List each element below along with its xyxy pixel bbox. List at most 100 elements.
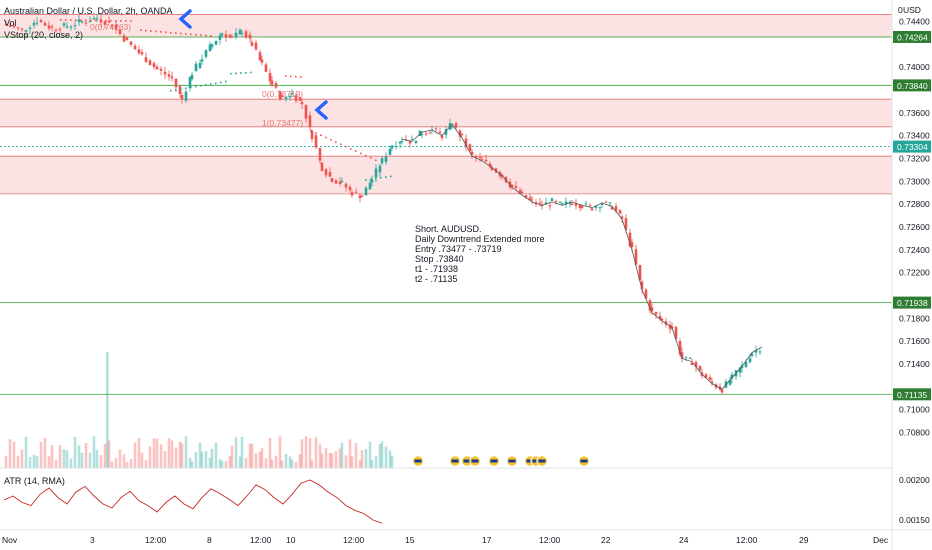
- vstop-dot: [115, 20, 117, 22]
- volume-bar: [314, 437, 318, 468]
- vstop-dot: [215, 82, 217, 85]
- candle-body: [394, 145, 398, 147]
- candle-body: [224, 34, 228, 38]
- candle-body: [398, 141, 402, 144]
- volume-bar: [133, 442, 137, 468]
- candle-body: [24, 30, 28, 32]
- candle-body: [364, 187, 368, 196]
- volume-bar: [284, 453, 288, 468]
- candle-body: [240, 33, 244, 35]
- vstop-dot: [320, 134, 322, 137]
- volume-bar: [260, 448, 264, 468]
- candle-body: [298, 97, 302, 101]
- time-tick: 24: [679, 535, 689, 545]
- volume-bar: [288, 456, 292, 468]
- candle-body: [358, 195, 362, 199]
- candle-body: [548, 205, 552, 207]
- vstop-dot: [325, 136, 327, 139]
- time-tick: 10: [286, 535, 296, 545]
- volume-bar: [290, 459, 294, 468]
- candle-body: [380, 158, 384, 164]
- vstop-dot: [160, 31, 162, 33]
- candle-body: [630, 242, 634, 247]
- candle-body: [460, 133, 464, 135]
- candle-body: [738, 367, 742, 373]
- candle-body: [170, 76, 174, 79]
- candle-body: [54, 29, 58, 31]
- candle-body: [328, 172, 332, 177]
- vstop-dot: [165, 31, 167, 34]
- level-tag-bg: [893, 388, 931, 401]
- price-tick: 0.72400: [899, 245, 930, 255]
- chevron-left-icon[interactable]: [178, 9, 192, 29]
- vstop-dot: [110, 19, 112, 22]
- candle-body: [730, 374, 734, 379]
- candle-body: [434, 128, 438, 130]
- trade-note[interactable]: Short. AUDUSD. Daily Downtrend Extended …: [415, 224, 545, 284]
- vstop-dot: [340, 143, 342, 146]
- candle-body: [578, 204, 582, 209]
- volume-bar: [73, 436, 77, 468]
- volume-bar: [250, 443, 254, 468]
- candle-body: [520, 192, 524, 194]
- volume-bars: [4, 352, 394, 468]
- volume-bar: [364, 449, 368, 468]
- vstop-dot: [370, 178, 372, 180]
- candle-body: [344, 183, 348, 188]
- candle-body: [65, 26, 69, 28]
- vstop-dot: [75, 19, 77, 21]
- volume-bar: [178, 441, 182, 468]
- vstop-dot: [310, 129, 312, 132]
- volume-bar: [80, 452, 84, 468]
- candle-body: [628, 232, 632, 247]
- price-tick: 0.74400: [899, 16, 930, 26]
- event-flag-icon: [526, 459, 534, 463]
- candle-body: [470, 151, 474, 155]
- candle-body: [129, 41, 133, 45]
- price-tick: 0.73600: [899, 108, 930, 118]
- volume-bar: [334, 451, 338, 468]
- volume-bar: [318, 443, 322, 468]
- volume-bar: [28, 457, 32, 468]
- candle-body: [604, 201, 608, 203]
- candle-body: [640, 281, 644, 290]
- price-tick-partial: 0: [898, 5, 903, 15]
- candle-body: [20, 28, 24, 30]
- note-line-2: Daily Downtrend Extended more: [415, 234, 545, 244]
- volume-bar: [218, 459, 222, 468]
- candle-body: [264, 64, 268, 72]
- candle-body: [384, 156, 388, 162]
- volume-bar: [294, 461, 298, 468]
- candle-body: [133, 45, 137, 50]
- candle-body: [220, 33, 224, 36]
- price-tick: 0.71600: [899, 336, 930, 346]
- vstop-dot: [205, 34, 207, 37]
- vstop-dot: [95, 19, 97, 22]
- vstop-dot: [365, 179, 367, 181]
- volume-bar: [370, 459, 374, 468]
- volume-bar: [304, 436, 308, 468]
- candle-body: [514, 185, 518, 188]
- vstop-dot: [230, 72, 232, 75]
- candle-body: [69, 26, 73, 28]
- candle-body: [340, 180, 344, 182]
- time-tick: 22: [601, 535, 611, 545]
- candle-body: [464, 138, 468, 147]
- vstop-dot: [100, 19, 102, 22]
- candle-body: [584, 203, 588, 205]
- vstop-dot: [85, 19, 87, 22]
- volume-bar: [103, 443, 107, 468]
- volume-bar: [234, 437, 238, 468]
- candle-body: [454, 123, 458, 128]
- volume-bar: [384, 446, 388, 468]
- candle-body: [694, 361, 698, 367]
- candle-body: [750, 353, 754, 356]
- candle-body: [39, 20, 43, 23]
- volume-bar: [390, 455, 394, 468]
- vstop-dots: [60, 19, 392, 181]
- volume-bar: [220, 461, 224, 468]
- volume-bar: [214, 442, 218, 468]
- candle-body: [708, 377, 712, 380]
- chevron-left-icon[interactable]: [314, 100, 328, 120]
- volume-bar: [8, 439, 12, 468]
